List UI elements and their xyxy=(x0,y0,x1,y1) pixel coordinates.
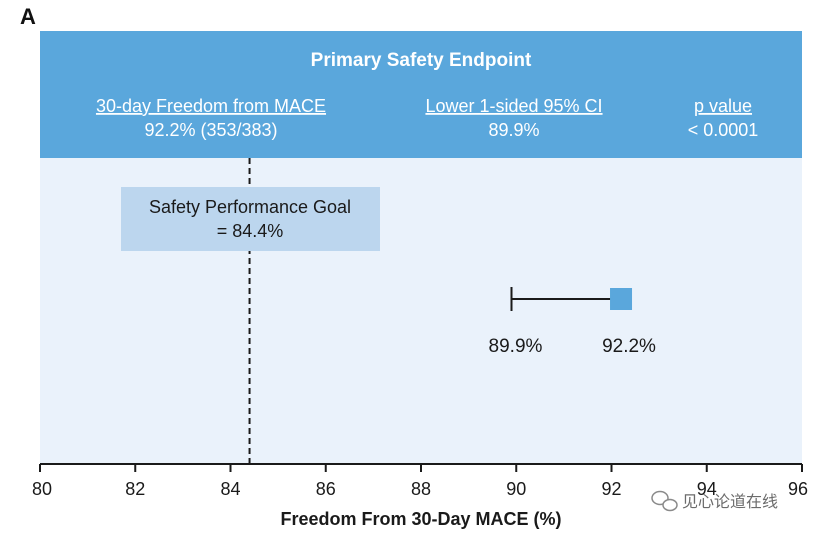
header-col-mace-label: 30-day Freedom from MACE xyxy=(96,96,326,116)
x-tick-label: 94 xyxy=(697,479,717,499)
x-tick-label: 84 xyxy=(220,479,240,499)
x-axis-ticks: 80 82 84 86 88 90 92 94 96 xyxy=(32,464,808,499)
x-tick-label: 90 xyxy=(506,479,526,499)
wechat-icon xyxy=(651,490,678,512)
header-col-ci-value: 89.9% xyxy=(488,120,539,140)
lower-ci-label: 89.9% xyxy=(489,336,543,357)
x-tick-label: 86 xyxy=(316,479,336,499)
x-tick-label: 92 xyxy=(601,479,621,499)
x-tick-label: 82 xyxy=(125,479,145,499)
performance-goal-label: Safety Performance Goal xyxy=(149,197,351,217)
header-col-pvalue-label: p value xyxy=(694,96,752,116)
watermark-text: 见心论道在线 xyxy=(682,493,778,511)
x-tick-label: 96 xyxy=(788,479,808,499)
panel-label: A xyxy=(20,4,36,29)
performance-goal-box xyxy=(121,187,380,251)
point-estimate-label: 92.2% xyxy=(602,336,656,357)
x-tick-label: 80 xyxy=(32,479,52,499)
header-col-pvalue-value: < 0.0001 xyxy=(688,120,759,140)
header-col-ci-label: Lower 1-sided 95% CI xyxy=(425,96,602,116)
header-band xyxy=(40,31,802,158)
performance-goal-value: = 84.4% xyxy=(217,221,284,241)
header-col-mace-value: 92.2% (353/383) xyxy=(144,120,277,140)
header-title: Primary Safety Endpoint xyxy=(311,50,532,71)
point-estimate-marker xyxy=(610,288,633,310)
x-axis-title: Freedom From 30-Day MACE (%) xyxy=(280,509,561,529)
x-tick-label: 88 xyxy=(411,479,431,499)
